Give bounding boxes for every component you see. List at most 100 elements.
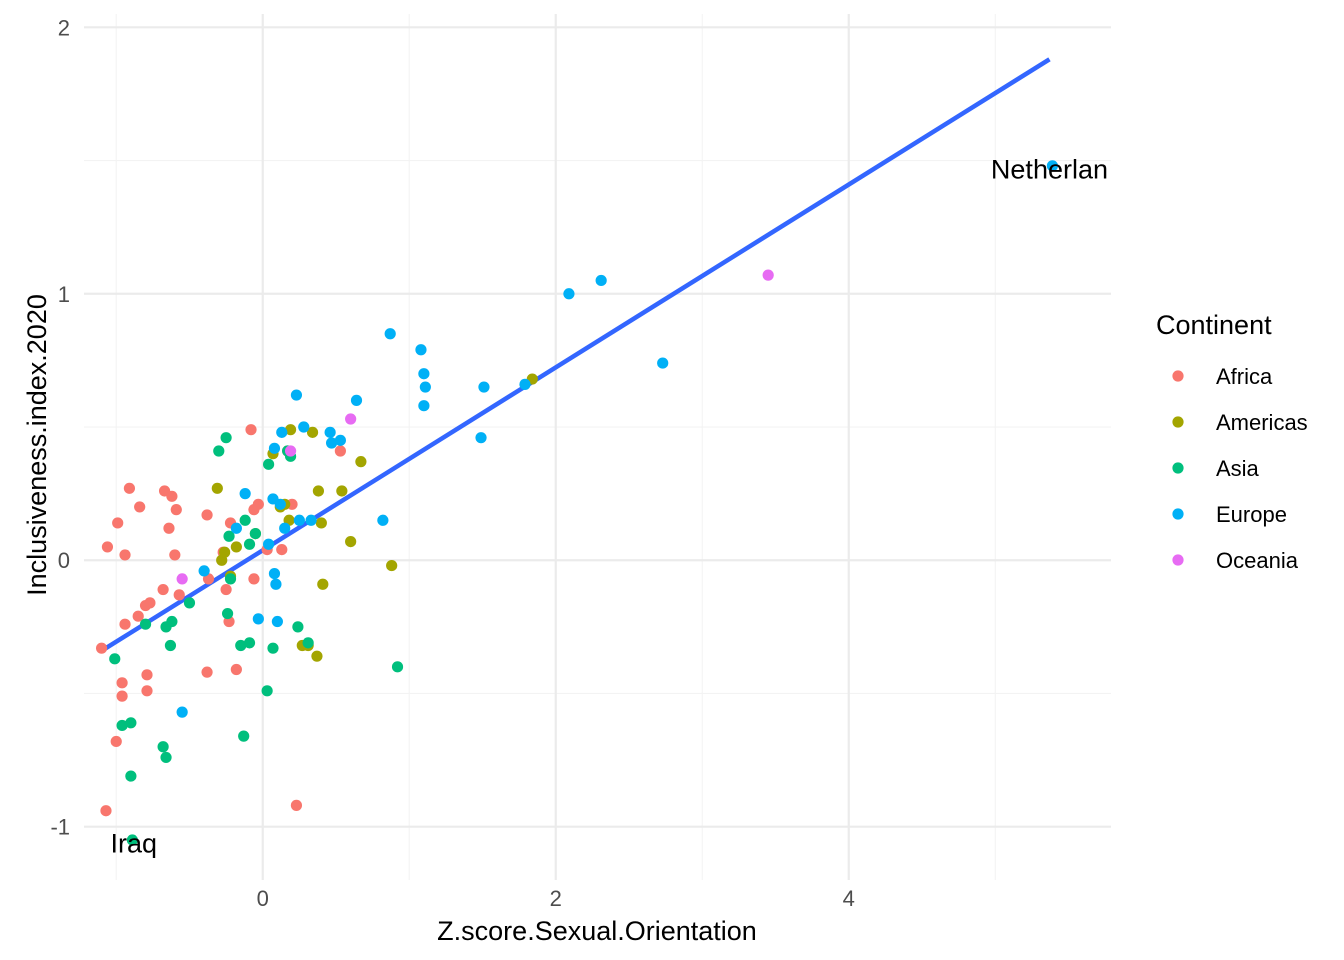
point-annotation: Netherlan xyxy=(991,155,1108,185)
data-point xyxy=(419,381,431,393)
data-point xyxy=(239,488,251,500)
legend-swatch xyxy=(1172,462,1184,474)
series-africa xyxy=(95,424,346,817)
data-point xyxy=(274,498,286,510)
data-point xyxy=(164,639,177,652)
legend: Continent Africa Americas Asia Europe Oceani… xyxy=(1156,310,1308,573)
data-point xyxy=(261,685,273,697)
legend-swatch xyxy=(1172,508,1184,520)
data-point xyxy=(163,522,175,534)
data-point xyxy=(248,573,260,585)
data-point xyxy=(293,514,305,526)
data-point xyxy=(134,501,146,513)
data-point xyxy=(252,498,264,510)
data-point xyxy=(317,578,329,590)
series-europe xyxy=(176,160,1058,718)
data-point xyxy=(284,424,297,436)
data-point xyxy=(290,799,303,811)
data-point xyxy=(249,528,262,540)
data-point xyxy=(311,650,323,662)
data-point xyxy=(262,458,275,470)
trend-line xyxy=(100,57,1051,653)
data-points xyxy=(95,160,1058,846)
data-point xyxy=(267,642,279,654)
data-point xyxy=(345,535,357,548)
data-point xyxy=(112,517,124,529)
grid-lines xyxy=(84,14,1111,880)
data-point xyxy=(166,615,178,628)
data-point xyxy=(302,637,314,649)
y-axis-ticks: -1 0 1 2 xyxy=(50,15,70,839)
data-point xyxy=(110,735,122,748)
data-point xyxy=(270,578,282,590)
data-point xyxy=(101,541,114,553)
data-point xyxy=(220,432,232,444)
data-point xyxy=(235,639,247,652)
data-point xyxy=(245,424,257,436)
data-point xyxy=(1046,160,1058,172)
data-point xyxy=(350,394,363,406)
data-point xyxy=(306,426,319,438)
data-point xyxy=(284,445,297,457)
x-axis-title: Z.score.Sexual.Orientation xyxy=(437,916,757,946)
legend-swatch xyxy=(1172,416,1184,428)
data-point xyxy=(169,549,181,561)
data-point xyxy=(276,426,288,438)
data-point xyxy=(519,378,531,390)
data-point xyxy=(211,482,223,494)
data-point xyxy=(132,610,144,622)
data-point xyxy=(324,426,336,438)
data-point xyxy=(475,432,487,444)
data-point xyxy=(160,751,172,764)
data-point xyxy=(116,677,128,689)
data-point xyxy=(139,618,152,630)
x-tick-label: 2 xyxy=(550,886,562,911)
data-point xyxy=(126,834,138,846)
legend-label: Americas xyxy=(1216,410,1308,435)
legend-item-americas: Americas xyxy=(1172,410,1308,435)
data-point xyxy=(312,485,325,497)
point-annotation: Iraq xyxy=(111,829,158,859)
data-point xyxy=(219,546,231,558)
data-point xyxy=(336,485,348,497)
point-annotations: Netherlan Iraq xyxy=(111,155,1108,859)
data-point xyxy=(657,357,669,369)
y-axis-title: Inclusiveness.index.2020 xyxy=(22,294,52,596)
data-point xyxy=(119,549,131,561)
data-point xyxy=(95,642,108,654)
data-point xyxy=(116,719,128,732)
legend-item-europe: Europe xyxy=(1172,502,1287,527)
trend-line-layer xyxy=(100,57,1051,653)
legend-item-oceania: Oceania xyxy=(1172,548,1299,573)
data-point xyxy=(391,661,404,673)
data-point xyxy=(276,543,288,556)
data-point xyxy=(334,445,346,457)
data-point xyxy=(268,567,281,580)
data-point xyxy=(418,400,430,412)
data-point xyxy=(243,538,256,550)
data-point xyxy=(298,421,310,433)
data-point xyxy=(239,514,251,526)
data-point xyxy=(166,490,178,502)
legend-label: Oceania xyxy=(1216,548,1299,573)
data-point xyxy=(252,613,264,625)
data-point xyxy=(290,389,303,401)
data-point xyxy=(478,381,490,393)
data-point xyxy=(292,621,304,633)
data-point xyxy=(305,514,317,526)
data-point xyxy=(268,442,281,454)
data-point xyxy=(355,456,367,468)
data-point xyxy=(173,589,185,601)
data-point xyxy=(119,618,131,630)
data-point xyxy=(176,573,188,585)
data-point xyxy=(220,583,232,596)
data-point xyxy=(415,344,427,356)
data-point xyxy=(170,504,182,516)
data-point xyxy=(595,274,607,287)
data-point xyxy=(230,522,242,534)
data-point xyxy=(176,706,188,718)
data-point xyxy=(238,730,250,742)
x-axis-ticks: 0 2 4 xyxy=(257,886,855,911)
legend-title: Continent xyxy=(1156,310,1272,340)
